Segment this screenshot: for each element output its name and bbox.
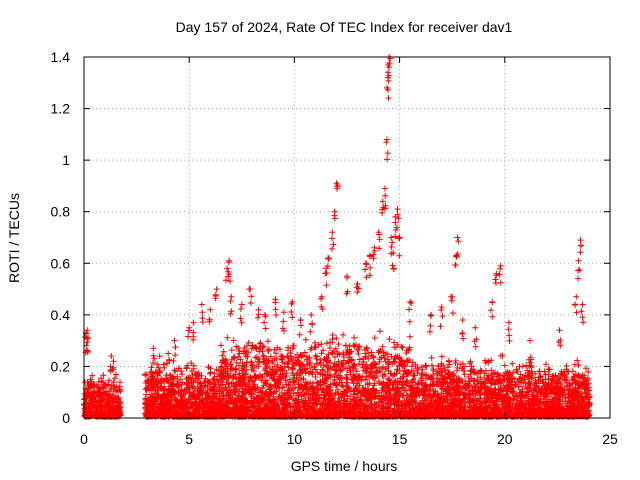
y-axis-label: ROTI / TECUs [6, 193, 22, 283]
plot-frame [83, 56, 611, 419]
x-tick-label: 0 [80, 431, 88, 447]
y-axis: 0 0.2 0.4 0.6 0.8 1 1.2 1.4 [51, 49, 610, 426]
x-tick-label: 5 [185, 431, 193, 447]
x-tick-label: 15 [392, 431, 408, 447]
y-tick-label: 0.8 [51, 204, 71, 220]
x-tick-label: 25 [602, 431, 618, 447]
y-tick-label: 0.6 [51, 255, 71, 271]
y-tick-label: 0 [62, 410, 70, 426]
y-tick-label: 1 [62, 152, 70, 168]
y-tick-label: 0.4 [51, 307, 71, 323]
chart-title: Day 157 of 2024, Rate Of TEC Index for r… [176, 19, 513, 35]
x-axis: 0 5 10 15 20 25 [80, 57, 618, 447]
y-tick-label: 1.2 [51, 101, 71, 117]
roti-points [81, 54, 593, 420]
y-tick-label: 1.4 [51, 49, 71, 65]
x-axis-label: GPS time / hours [291, 458, 398, 474]
x-tick-label: 20 [497, 431, 513, 447]
data-points [81, 54, 593, 420]
x-tick-label: 10 [287, 431, 303, 447]
y-tick-label: 0.2 [51, 358, 71, 374]
